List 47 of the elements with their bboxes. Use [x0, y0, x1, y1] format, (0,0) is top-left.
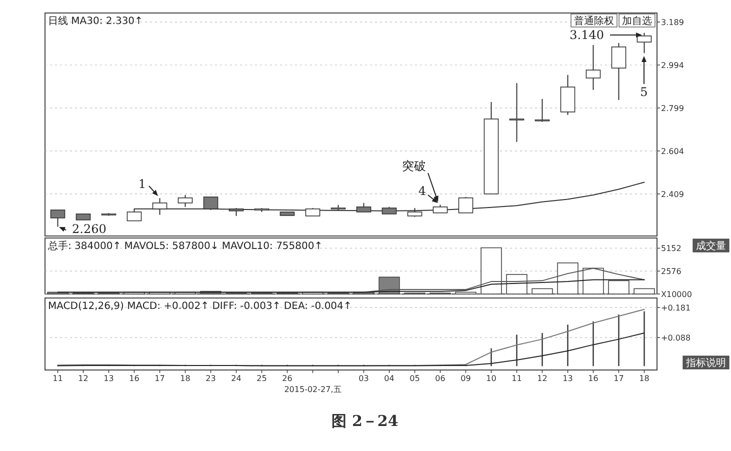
y-tick-label: 2.409: [661, 190, 684, 199]
text: 成交量: [696, 240, 726, 252]
annotation: 3.140: [570, 28, 604, 42]
x-tick-label: 24: [231, 374, 242, 383]
x-tick-label: 16: [129, 374, 140, 383]
x-tick-label: 17: [154, 374, 165, 383]
annotation: 1: [138, 177, 146, 191]
x-tick-label: 12: [78, 374, 88, 383]
chart-title: 日线 MA30: 2.330↑: [48, 15, 143, 27]
x-tick-label: 18: [639, 374, 650, 383]
y-tick-label: 2.604: [661, 146, 684, 156]
x-tick-label: 06: [435, 374, 446, 383]
annotation: 2.260: [72, 222, 106, 236]
x-tick-label: 10: [486, 374, 496, 383]
annotation: 普通除权: [574, 15, 614, 27]
y-tick-label: 2576: [661, 267, 682, 276]
x-tick-label: 18: [180, 374, 190, 383]
x-tick-label: 17: [614, 374, 624, 383]
x-tick-label: 13: [562, 374, 573, 383]
x-tick-label: 03: [358, 374, 369, 383]
y-tick-label: X10000: [661, 290, 692, 299]
x-tick-label: 16: [588, 374, 598, 383]
x-tick-label: 26: [282, 374, 292, 383]
x-tick-label: 2015-02-27,五: [284, 385, 342, 394]
y-tick-label: 2.994: [661, 61, 684, 70]
x-tick-label: 25: [256, 374, 267, 383]
annotation: 加自选: [622, 15, 652, 27]
x-tick-label: 09: [460, 374, 471, 383]
x-tick-label: 11: [512, 374, 522, 383]
x-tick-label: 05: [410, 374, 420, 383]
chart-title: MACD(12,26,9) MACD: +0.002↑ DIFF: -0.003↑ DEA: -0.004↑: [48, 301, 352, 312]
y-tick-label: 3.189: [661, 18, 684, 28]
annotation: 4: [418, 184, 426, 198]
y-tick-label: +0.088: [661, 334, 691, 343]
annotation: 5: [640, 85, 648, 99]
x-tick-label: 23: [206, 374, 216, 383]
y-tick-label: 5152: [661, 244, 682, 254]
x-tick-label: 13: [104, 374, 114, 383]
text: 指标说明: [685, 357, 726, 369]
x-tick-label: 11: [52, 374, 63, 383]
y-tick-label: 2.799: [661, 104, 684, 113]
caption: 图 2－24: [332, 412, 398, 430]
x-tick-label: 04: [384, 374, 394, 383]
annotation: 突破: [402, 159, 426, 173]
y-tick-label: +0.181: [661, 303, 691, 312]
chart-title: 总手: 384000↑ MAVOL5: 587800↓ MAVOL10: 755800↑: [47, 240, 323, 252]
x-tick-label: 12: [537, 374, 548, 383]
